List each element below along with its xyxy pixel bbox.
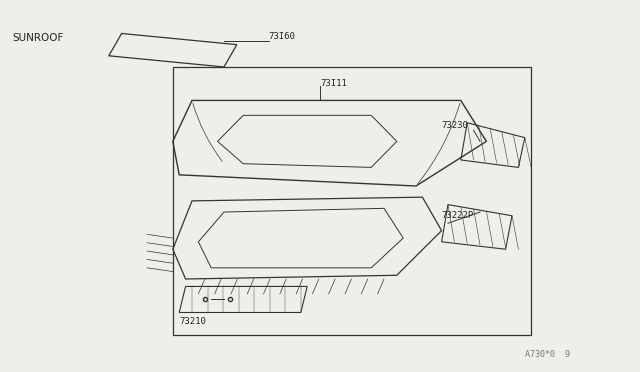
Bar [173,67,531,335]
Text: A730*0  9: A730*0 9 [525,350,570,359]
Text: 73I60: 73I60 [269,32,296,41]
Text: 73230: 73230 [442,121,468,130]
Text: 73222P: 73222P [442,211,474,219]
Text: 73210: 73210 [179,317,206,326]
Text: SUNROOF: SUNROOF [13,33,64,43]
Text: 73I11: 73I11 [320,78,347,87]
